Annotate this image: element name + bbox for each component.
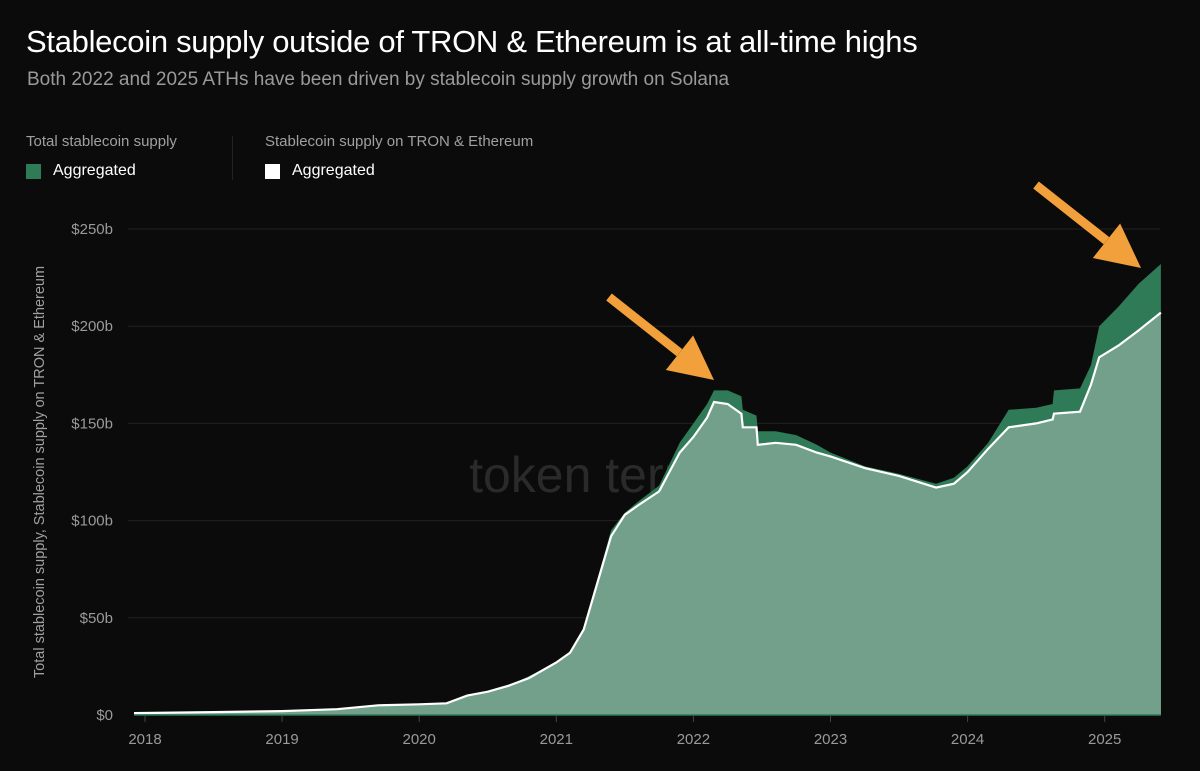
- legend-swatch-white: [265, 163, 280, 179]
- legend-item-tron-eth[interactable]: Aggregated: [265, 162, 375, 180]
- chart-title: Stablecoin supply outside of TRON & Ethe…: [26, 24, 918, 59]
- x-tick-label: 2024: [951, 731, 984, 748]
- legend-label: Aggregated: [292, 162, 375, 179]
- y-tick-label: $0: [96, 707, 113, 724]
- x-tick-label: 2021: [540, 731, 573, 748]
- arrow-head: [1092, 223, 1141, 268]
- arrow-2022-ath: [606, 293, 714, 380]
- series-tron-eth-area: [134, 312, 1161, 715]
- y-tick-label: $150b: [71, 415, 113, 432]
- arrow-2025-ath: [1033, 181, 1141, 268]
- y-tick-label: $50b: [80, 610, 113, 627]
- x-tick-label: 2020: [403, 731, 436, 748]
- x-tick-label: 2018: [128, 731, 161, 748]
- chart-subtitle: Both 2022 and 2025 ATHs have been driven…: [27, 69, 730, 90]
- arrow-shaft: [606, 293, 683, 357]
- legend-label: Aggregated: [53, 162, 136, 179]
- arrow-shaft: [1033, 181, 1110, 245]
- legend-group-tron-eth: Stablecoin supply on TRON & Ethereum: [265, 133, 534, 150]
- x-tick-label: 2023: [814, 731, 847, 748]
- y-tick-label: $250b: [71, 221, 113, 238]
- y-tick-label: $200b: [71, 318, 113, 335]
- legend-swatch-green: [26, 163, 41, 179]
- x-tick-label: 2022: [677, 731, 710, 748]
- legend-group-total: Total stablecoin supply: [26, 133, 177, 150]
- x-tick-label: 2019: [265, 731, 298, 748]
- x-tick-label: 2025: [1088, 731, 1121, 748]
- y-axis-label: Total stablecoin supply, Stablecoin supp…: [32, 265, 48, 679]
- legend-divider: [232, 136, 233, 180]
- y-tick-label: $100b: [71, 513, 113, 530]
- series-tron-eth-line: [133, 311, 1162, 715]
- legend-item-total[interactable]: Aggregated: [26, 162, 136, 180]
- arrow-head: [665, 335, 714, 380]
